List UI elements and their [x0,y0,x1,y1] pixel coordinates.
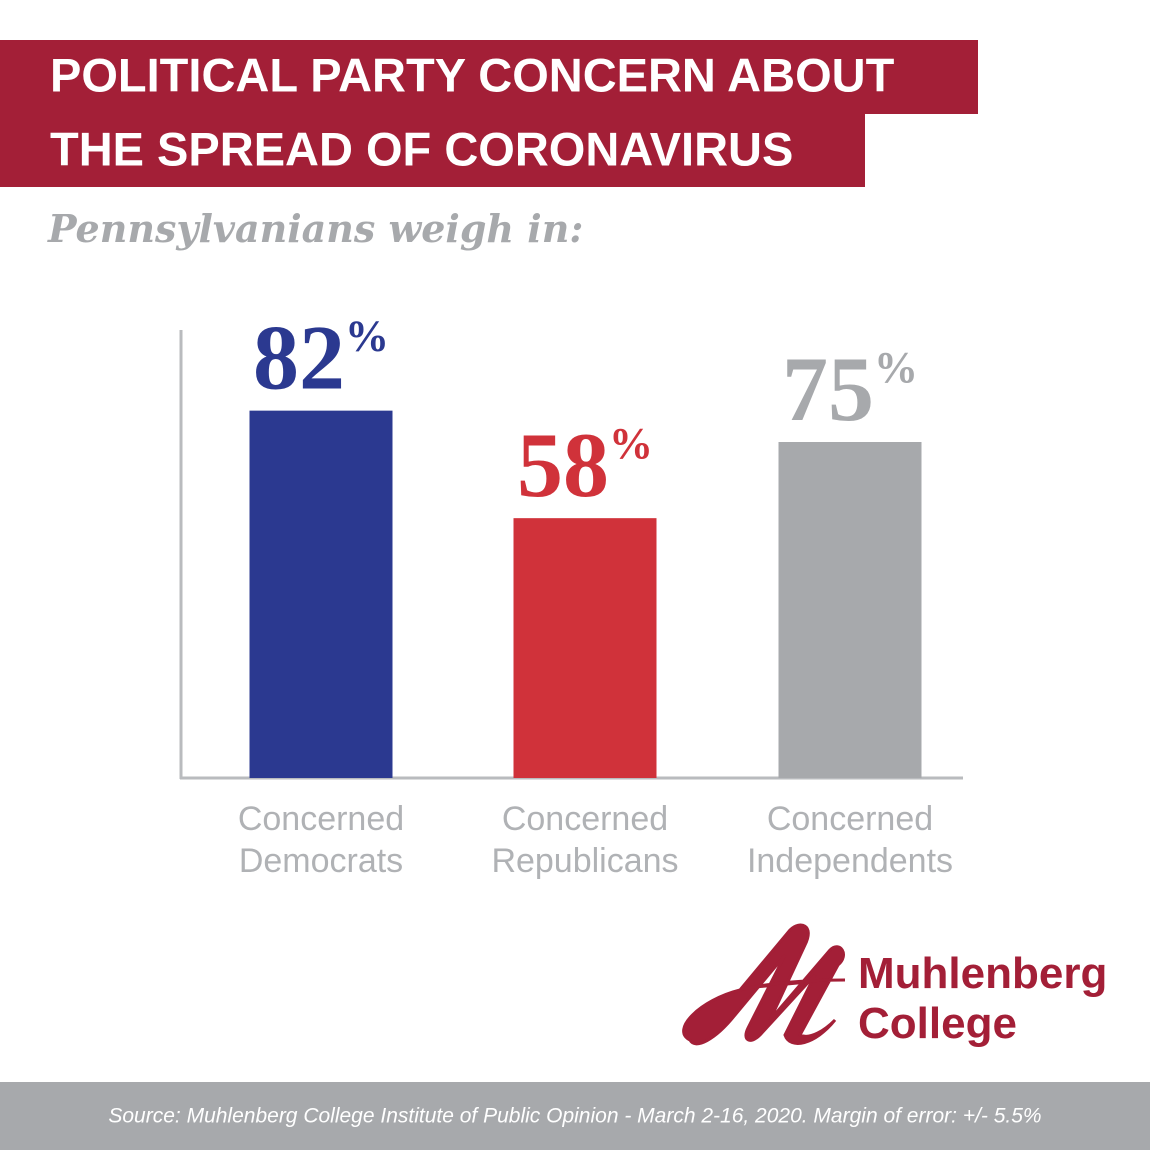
value-label: 58% [517,414,653,516]
logo-mark [682,923,846,1046]
footer-band [0,1082,1150,1150]
x-tick-label: Concerned Democrats [238,800,404,880]
bar [513,518,657,778]
x-tick-label: Concerned Republicans [491,800,678,880]
chart-title: POLITICAL PARTY CONCERN ABOUT [50,48,895,101]
value-label: 75% [782,338,918,440]
x-tick-label: Concerned Independents [747,800,953,880]
title-band [0,113,865,187]
chart-title: THE SPREAD OF CORONAVIRUS [50,122,793,175]
logo-text: College [858,999,1017,1048]
logo-text: Muhlenberg [858,949,1107,998]
title-band [0,40,978,114]
source-note: Source: Muhlenberg College Institute of … [108,1105,1041,1128]
bar [778,442,922,778]
bar [249,410,393,778]
chart-subtitle: Pennsylvanians weigh in: [47,206,583,251]
value-label: 82% [253,307,389,409]
